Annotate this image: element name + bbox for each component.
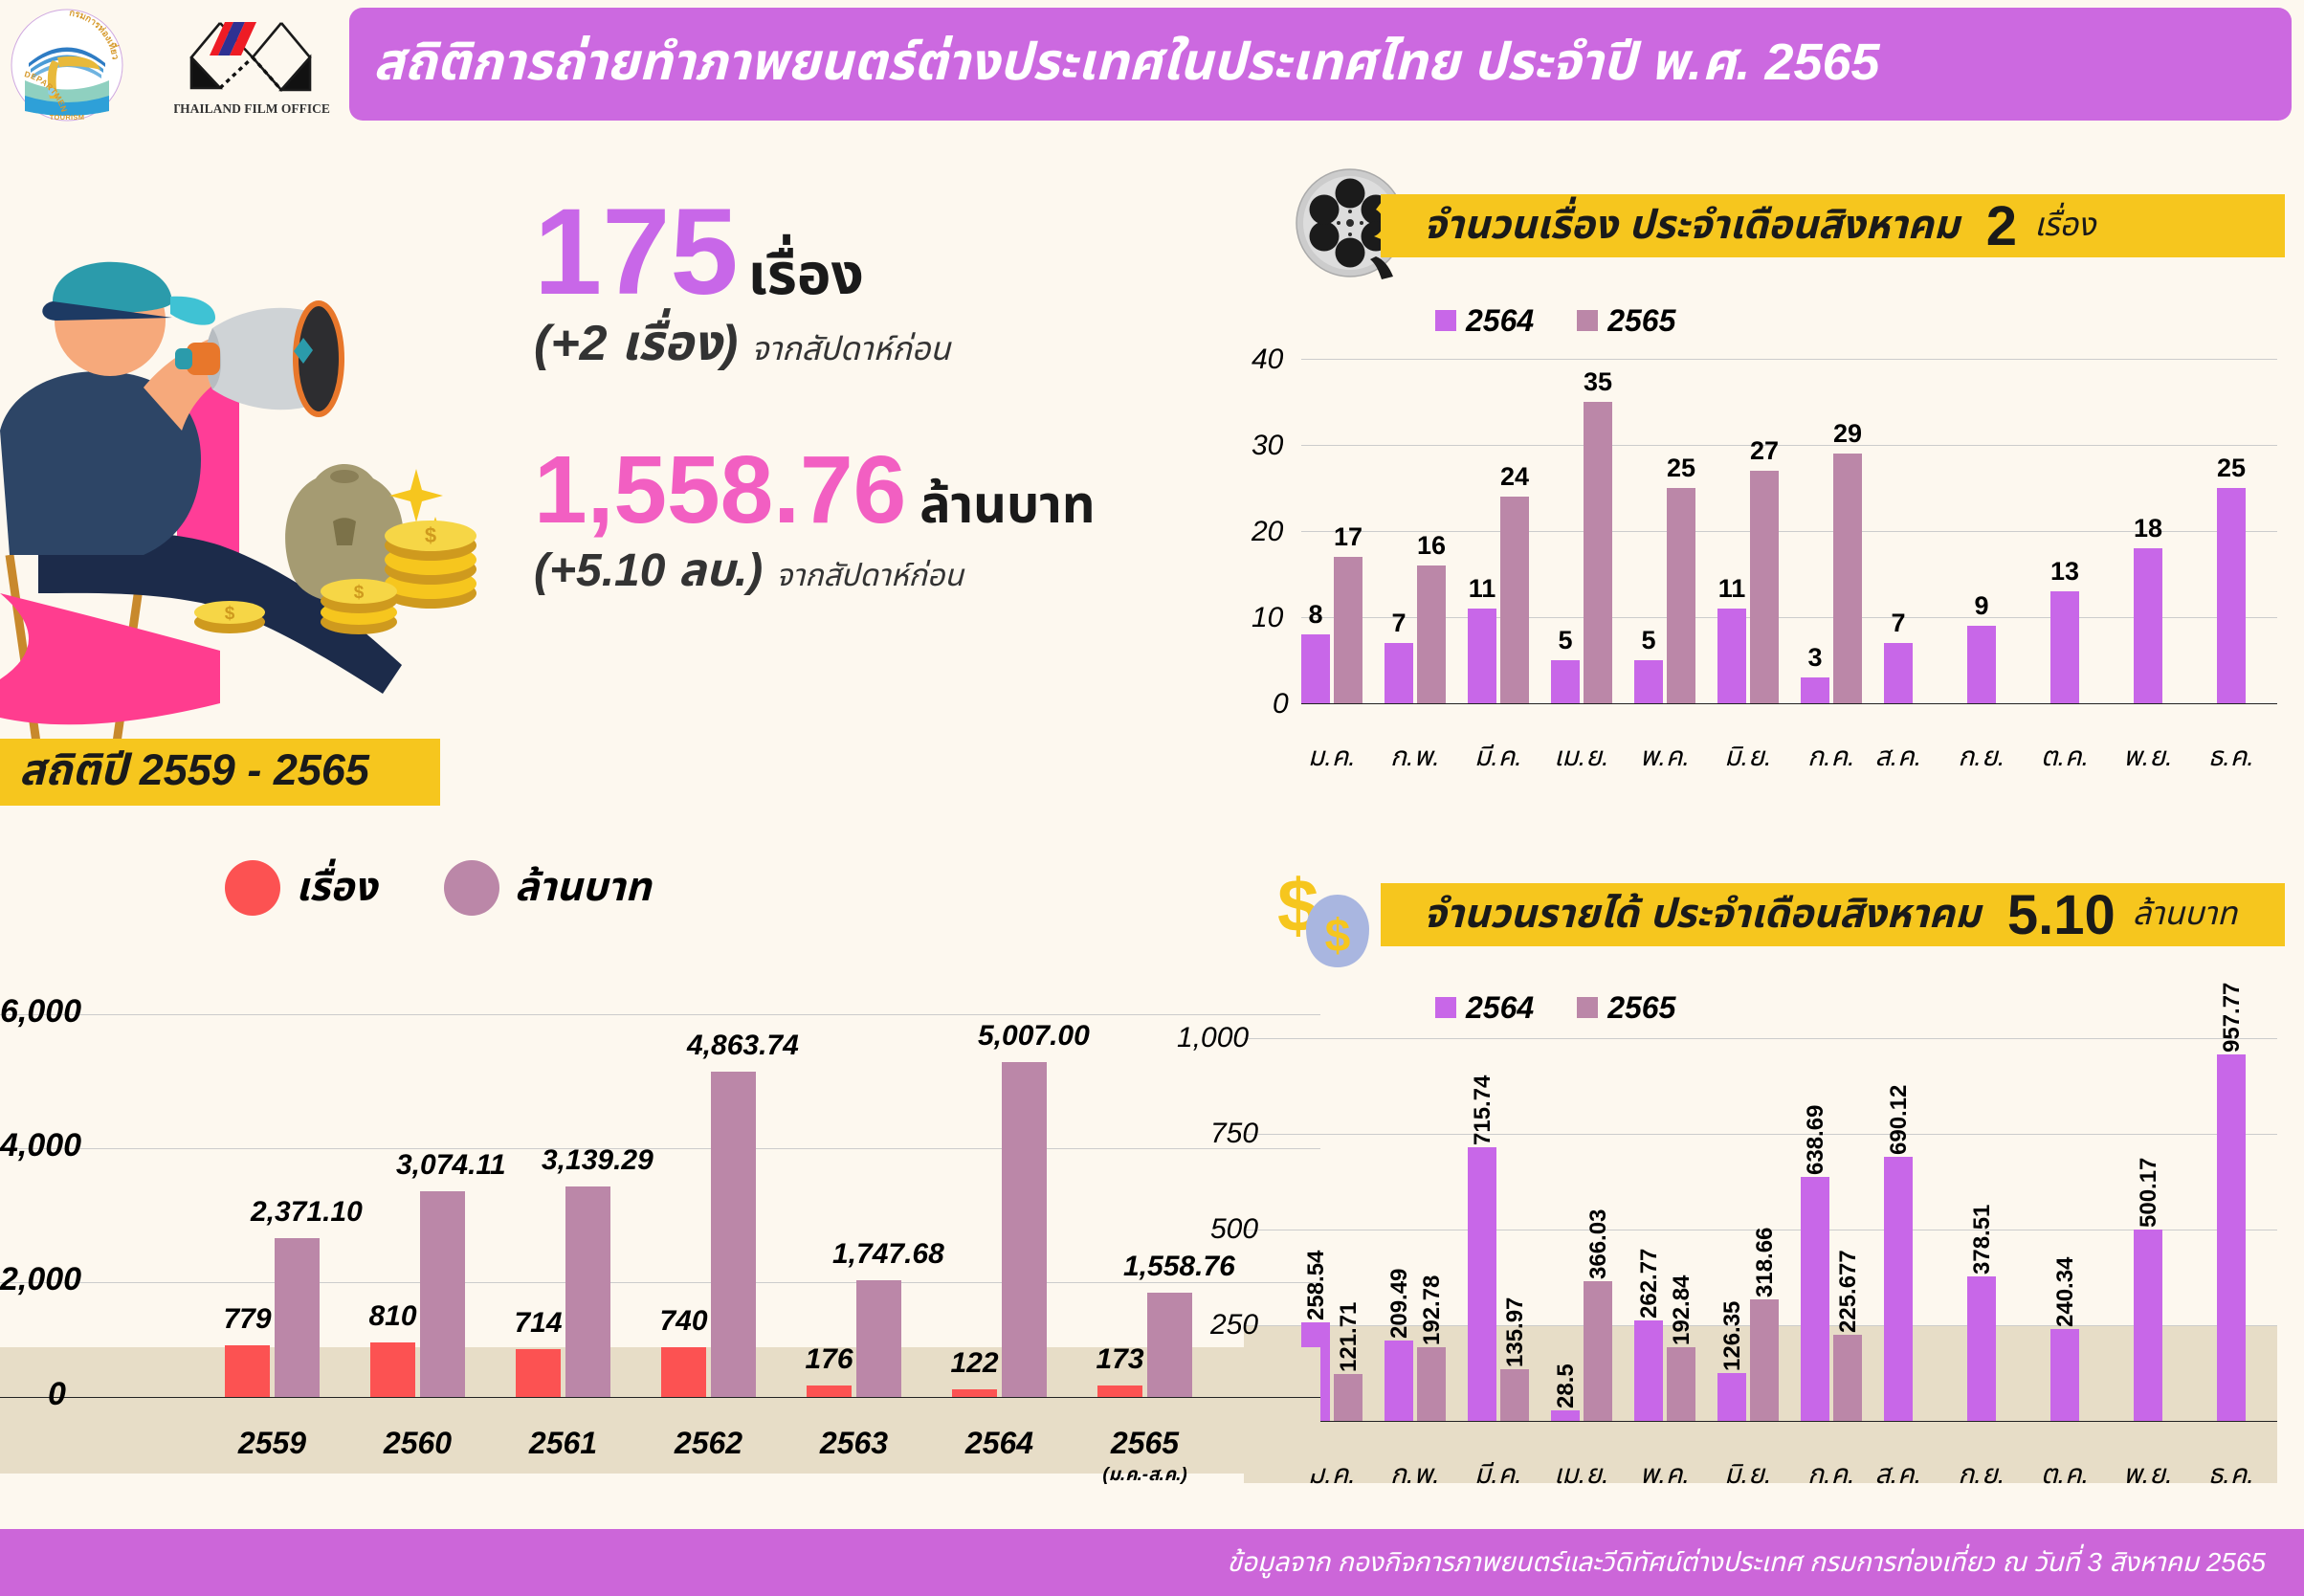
svg-text:$: $ [1325, 911, 1351, 962]
svg-text:THAILAND FILM OFFICE: THAILAND FILM OFFICE [174, 101, 330, 116]
svg-text:$: $ [425, 523, 436, 547]
svg-text:TOURISM: TOURISM [50, 113, 85, 122]
svg-text:$: $ [354, 583, 365, 603]
svg-text:$: $ [225, 604, 235, 624]
